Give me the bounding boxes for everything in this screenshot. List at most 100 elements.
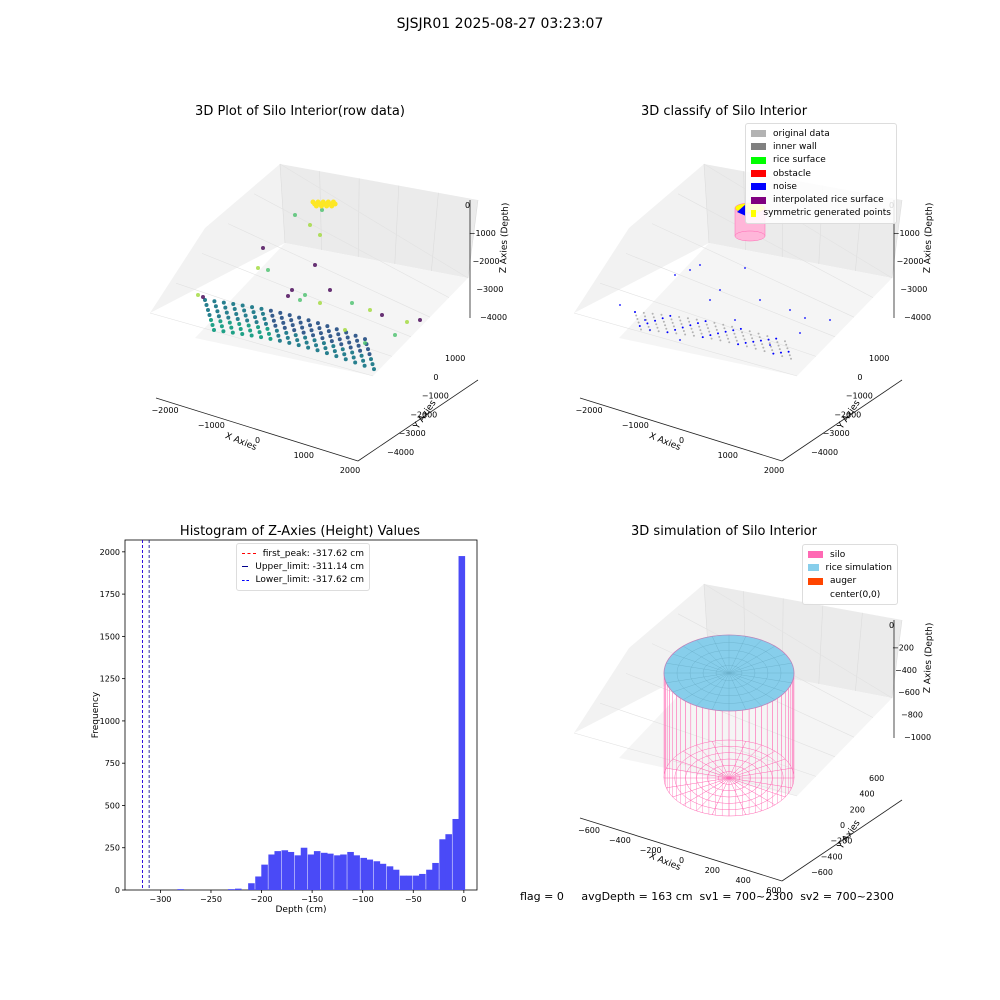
grid-line — [703, 163, 710, 244]
grid-line — [279, 163, 286, 244]
data-point — [250, 305, 255, 310]
histogram-bar — [294, 855, 302, 890]
data-point — [657, 330, 660, 333]
data-point — [699, 264, 701, 266]
data-point — [290, 323, 295, 328]
legend-label: silo — [830, 549, 846, 560]
histogram-bar — [248, 883, 255, 890]
y-tick-label: 1000 — [445, 354, 465, 363]
data-point — [758, 336, 761, 339]
silo-floor-spoke — [672, 777, 730, 798]
histogram-bar — [227, 889, 235, 890]
x-axis-label: X Axies — [647, 851, 682, 873]
legend-swatch — [242, 566, 249, 568]
rice-mesh-spoke — [711, 672, 730, 710]
rice-mesh-spoke — [696, 672, 730, 707]
data-point — [743, 338, 746, 341]
data-point — [699, 329, 702, 332]
data-point — [308, 323, 313, 328]
histogram-bar — [379, 863, 387, 890]
data-point — [300, 325, 305, 330]
legend-label: noise — [773, 181, 797, 192]
z-tick-label: −200 — [892, 643, 914, 652]
x-tick-label: −100 — [352, 895, 374, 904]
data-point — [237, 322, 242, 327]
data-point — [682, 329, 685, 332]
x-tick-label: −400 — [609, 836, 631, 845]
data-point — [201, 295, 205, 299]
data-point — [317, 326, 322, 331]
data-point — [328, 288, 332, 292]
data-point — [686, 317, 689, 320]
silo-floor-spoke — [728, 777, 776, 806]
data-point — [234, 312, 239, 317]
data-point — [640, 328, 642, 331]
legend-label: rice surface — [773, 155, 826, 166]
data-point — [635, 314, 638, 317]
data-point — [675, 332, 678, 335]
data-point — [714, 325, 717, 328]
data-point — [684, 333, 687, 336]
data-point — [321, 341, 326, 346]
legend-label: Upper_limit: -311.14 cm — [255, 561, 364, 572]
silo-floor-spoke — [666, 777, 730, 789]
data-point — [328, 334, 333, 339]
data-point — [372, 367, 376, 372]
data-point — [652, 316, 655, 319]
data-point — [295, 338, 300, 343]
data-point — [733, 332, 736, 335]
rice-mesh-spoke — [728, 653, 786, 674]
data-point — [284, 330, 289, 335]
silo-floor-spoke — [711, 777, 730, 815]
data-point — [763, 350, 766, 353]
data-point — [350, 301, 354, 305]
rice-mesh-spoke — [728, 639, 762, 674]
rice-mesh-spoke — [728, 645, 776, 674]
grid-line — [227, 223, 431, 318]
data-point — [289, 318, 294, 323]
histogram-bar — [347, 851, 354, 890]
data-point — [370, 362, 375, 367]
data-point — [769, 344, 771, 346]
y-tick-label: −3000 — [399, 429, 426, 438]
data-point — [829, 319, 831, 321]
histogram-bar — [327, 853, 334, 890]
histogram-bar — [313, 851, 321, 890]
data-point — [204, 303, 209, 307]
x-tick-label: 0 — [255, 436, 260, 445]
y-tick-label: −2000 — [410, 410, 437, 419]
y-tick-label: −4000 — [387, 448, 414, 457]
x-tick-label: −150 — [301, 895, 323, 904]
noise-cluster — [737, 204, 746, 216]
data-point — [767, 338, 770, 341]
x-tick-label: −50 — [405, 895, 422, 904]
data-point — [206, 308, 210, 312]
grid-line — [149, 312, 374, 377]
data-point — [329, 339, 334, 344]
data-point — [215, 309, 220, 314]
data-point — [347, 340, 352, 345]
data-point — [276, 333, 281, 338]
data-point — [799, 332, 801, 334]
rice-mesh-spoke — [672, 653, 730, 674]
data-point — [775, 337, 778, 340]
histogram-bar — [405, 875, 413, 890]
x-tick-label: −1000 — [622, 421, 649, 430]
data-point — [690, 327, 693, 330]
legend-item: silo — [808, 548, 892, 561]
histogram-bar — [373, 861, 381, 890]
data-point — [744, 341, 747, 344]
histogram-bar — [399, 875, 407, 890]
data-point — [257, 330, 262, 335]
data-point — [715, 328, 718, 331]
data-point — [637, 321, 640, 324]
y-tick-label: 600 — [869, 774, 884, 783]
data-point — [227, 320, 232, 325]
data-point — [709, 334, 712, 337]
left-pane — [150, 164, 285, 313]
data-point — [660, 313, 663, 316]
z-tick-label: −400 — [895, 666, 917, 675]
data-point — [323, 346, 328, 351]
x-tick-label: −200 — [251, 895, 273, 904]
histogram-bar — [281, 850, 289, 890]
